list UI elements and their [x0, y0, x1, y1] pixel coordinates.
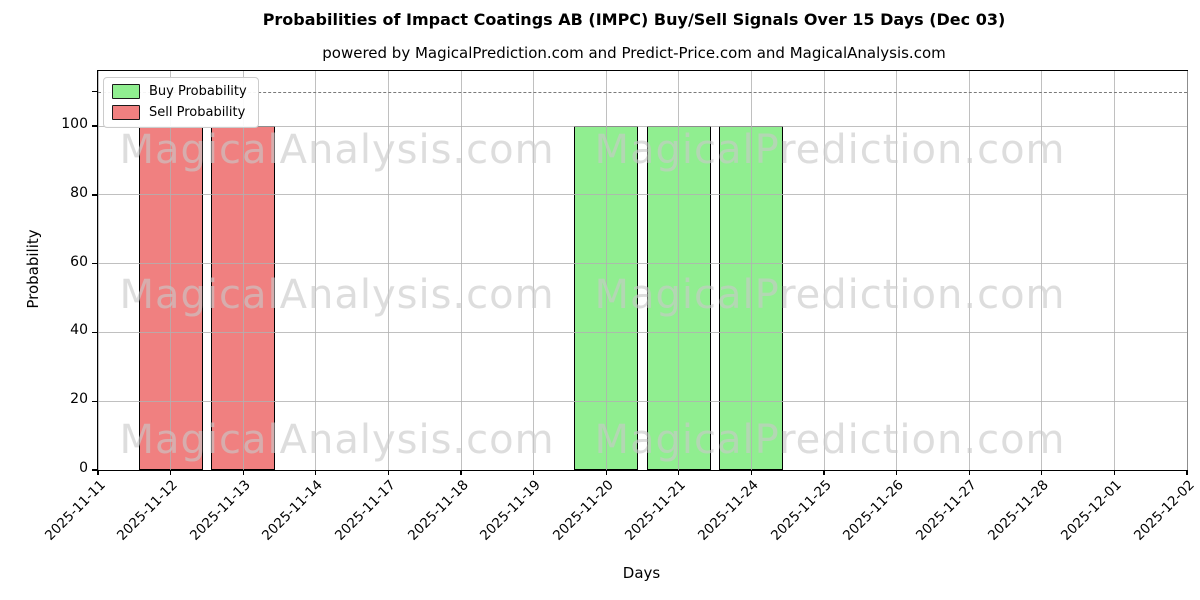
y-tick-label: 80 [70, 184, 88, 201]
grid-line-vertical [1186, 71, 1188, 470]
grid-line-vertical [533, 71, 535, 470]
chart-subtitle: powered by MagicalPrediction.com and Pre… [322, 44, 946, 62]
y-tick-mark [91, 125, 97, 127]
grid-line-vertical [242, 71, 244, 470]
threshold-dashed-line [98, 91, 1187, 93]
plot-area [91, 70, 1188, 475]
y-tick-label: 60 [70, 253, 88, 270]
x-tick-mark [750, 470, 753, 475]
grid-line-vertical [387, 71, 389, 470]
y-tick-label: 100 [61, 116, 88, 133]
x-tick-mark [169, 470, 172, 475]
x-tick-mark [823, 470, 825, 475]
legend: Buy Probability Sell Probability [103, 77, 259, 128]
legend-label-sell: Sell Probability [149, 105, 246, 120]
grid-line-horizontal [98, 400, 1187, 402]
x-tick-mark [678, 470, 680, 475]
legend-label-buy: Buy Probability [149, 84, 247, 99]
grid-line-horizontal [98, 263, 1187, 265]
watermark-text: MagicalPrediction.com [594, 127, 1066, 173]
legend-swatch-sell [112, 105, 140, 120]
grid-line-vertical [968, 71, 970, 470]
grid-line-vertical [97, 71, 99, 470]
chart-title: Probabilities of Impact Coatings AB (IMP… [262, 10, 1006, 29]
grid-line-vertical [823, 71, 825, 470]
grid-line-vertical [750, 71, 752, 470]
x-tick-mark [387, 470, 390, 475]
watermark-text: MagicalAnalysis.com [119, 272, 555, 318]
grid-line-horizontal [98, 194, 1187, 196]
legend-item: Sell Probability [112, 105, 247, 120]
x-tick-mark [532, 470, 535, 475]
grid-line-vertical [1041, 71, 1043, 470]
grid-line-vertical [605, 71, 607, 470]
x-tick-mark [460, 470, 462, 475]
legend-swatch-buy [112, 84, 140, 99]
watermark-text: MagicalPrediction.com [594, 272, 1066, 318]
x-tick-mark [968, 470, 970, 475]
grid-line-vertical [678, 71, 680, 470]
grid-line-horizontal [98, 331, 1187, 333]
x-tick-mark [1113, 470, 1116, 475]
grid-line-vertical [896, 71, 898, 470]
x-tick-mark [97, 470, 99, 475]
y-tick-mark [91, 262, 97, 265]
watermark-text: MagicalAnalysis.com [119, 417, 555, 463]
y-tick-label: 20 [70, 391, 88, 408]
y-tick-mark [91, 469, 97, 471]
x-tick-mark [315, 470, 317, 475]
grid-line-horizontal [98, 125, 1187, 127]
grid-line-vertical [170, 71, 172, 470]
x-tick-mark [1041, 470, 1043, 475]
y-tick-mark [91, 331, 97, 334]
x-axis-label: Days [622, 564, 661, 582]
watermark-text: MagicalAnalysis.com [119, 127, 555, 173]
y-tick-label: 0 [79, 460, 88, 476]
x-tick-mark [895, 470, 898, 475]
y-tick-mark [91, 400, 97, 402]
grid-line-vertical [1113, 71, 1115, 470]
y-tick-label: 40 [70, 322, 88, 339]
watermark-text: MagicalPrediction.com [594, 417, 1066, 463]
legend-item: Buy Probability [112, 84, 247, 99]
grid-line-vertical [460, 71, 462, 470]
y-tick-mark [91, 90, 97, 93]
x-tick-mark [605, 470, 607, 475]
y-tick-mark [91, 194, 97, 196]
x-tick-mark [242, 470, 244, 475]
grid-line-vertical [315, 71, 317, 470]
x-tick-mark [1186, 470, 1188, 475]
y-axis-label: Probability [24, 229, 42, 309]
